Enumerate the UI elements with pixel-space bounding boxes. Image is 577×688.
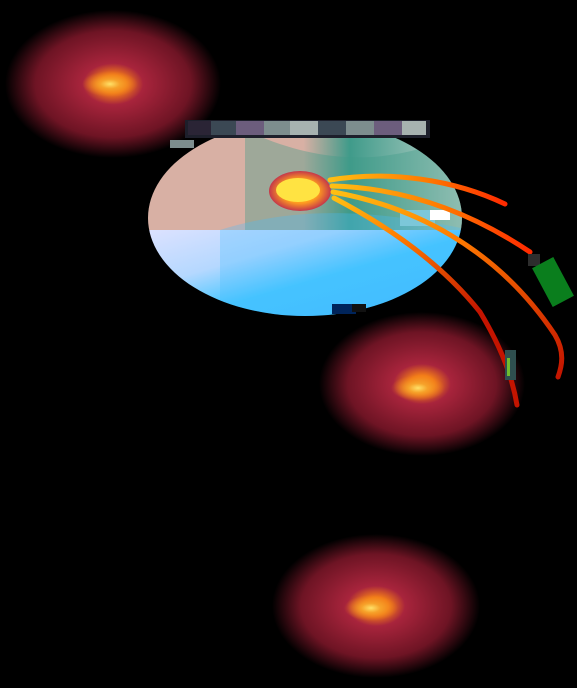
sphere-focus [269,171,331,211]
stream-artifacts [332,254,574,380]
sphere-top-artifacts [170,120,450,226]
light-streams [327,173,565,408]
glow-middle-right [319,312,525,456]
glow-bottom-center [272,534,480,678]
glow-top-left [5,10,221,158]
